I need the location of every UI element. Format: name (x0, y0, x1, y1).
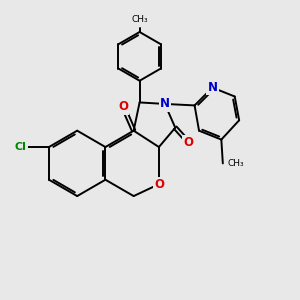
Text: Cl: Cl (15, 142, 27, 152)
Text: N: N (207, 81, 218, 94)
Text: O: O (118, 100, 128, 113)
Text: O: O (184, 136, 194, 149)
Text: N: N (160, 98, 170, 110)
Text: CH₃: CH₃ (227, 159, 244, 168)
Text: O: O (154, 178, 164, 191)
Text: CH₃: CH₃ (131, 15, 148, 24)
